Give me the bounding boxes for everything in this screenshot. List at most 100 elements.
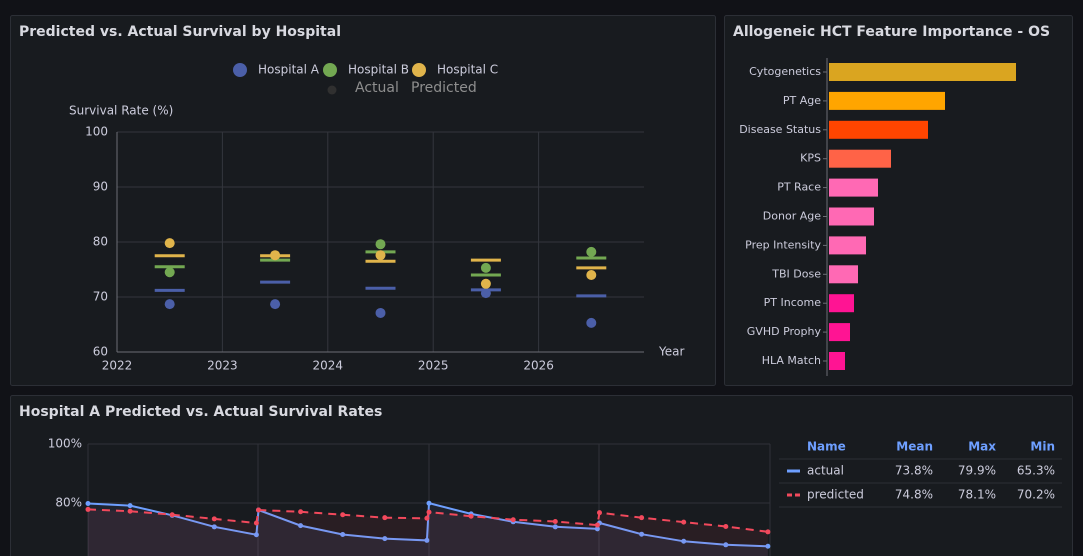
point [639, 515, 645, 521]
bar [829, 63, 1016, 81]
panel-title: Allogeneic HCT Feature Importance - OS [733, 24, 1050, 40]
point [765, 543, 771, 549]
bar [829, 323, 850, 342]
table-cell: 73.8% [895, 464, 933, 478]
series-line [87, 508, 769, 533]
point [723, 524, 729, 530]
actual-point [164, 238, 175, 249]
point [253, 532, 259, 538]
y-tick-label: 100 [85, 125, 108, 139]
point [211, 516, 217, 522]
y-axis-label: Survival Rate (%) [69, 104, 173, 118]
x-tick-label: 2022 [102, 359, 133, 373]
bar [829, 120, 928, 139]
point [426, 509, 432, 515]
point [127, 508, 133, 514]
point [639, 531, 645, 537]
y-tick-label: PT Age [783, 94, 821, 107]
point [382, 515, 388, 521]
table-header: Max [968, 440, 996, 454]
point [340, 531, 346, 537]
point [594, 526, 600, 532]
actual-point [480, 288, 491, 299]
point [552, 519, 558, 525]
x-grid [87, 444, 771, 556]
point [85, 501, 91, 507]
bar [829, 149, 891, 168]
y-tick-label: HLA Match [762, 354, 821, 367]
point [424, 515, 430, 521]
table-cell: 79.9% [958, 464, 996, 478]
y-tick-label: 60 [93, 345, 108, 359]
point [382, 536, 388, 542]
actual-point [270, 299, 281, 310]
y-tick-label: 100% [48, 437, 82, 451]
point [552, 524, 558, 530]
panel [724, 15, 1073, 386]
actual-point [586, 246, 597, 257]
panel-title: Hospital A Predicted vs. Actual Survival… [19, 404, 382, 420]
actual-point [270, 250, 281, 261]
point [253, 520, 259, 526]
actual-point [164, 299, 175, 310]
point [426, 500, 432, 506]
y-tick-label: KPS [800, 152, 821, 165]
legend-label: Hospital B [348, 63, 409, 77]
actual-point [164, 267, 175, 278]
legend-marker [233, 63, 247, 77]
y-tick-label: PT Race [777, 181, 821, 194]
table-cell: 74.8% [895, 488, 933, 502]
table-cell: 78.1% [958, 488, 996, 502]
actual-point [375, 239, 386, 250]
x-tick-label: 2025 [418, 359, 449, 373]
point [256, 507, 261, 513]
legend-label: Actual [355, 80, 399, 96]
y-tick-label: Donor Age [763, 210, 821, 223]
bar [829, 294, 854, 313]
bar [829, 178, 878, 197]
point [681, 538, 687, 544]
x-axis-label: Year [658, 345, 684, 359]
point [298, 509, 304, 515]
actual-point [480, 262, 491, 273]
x-tick-label: 2026 [523, 359, 554, 373]
point [424, 537, 430, 543]
y-tick-label: TBI Dose [771, 267, 821, 280]
legend-marker [323, 63, 337, 77]
point [211, 524, 217, 530]
legend-marker [412, 63, 426, 77]
table-cell: 65.3% [1017, 464, 1055, 478]
y-tick-label: 70 [93, 290, 108, 304]
legend-label: predicted [807, 488, 864, 502]
y-tick-label: 80% [55, 495, 82, 509]
table-header: Name [807, 440, 846, 454]
point [298, 523, 304, 529]
legend-label: Predicted [411, 80, 477, 96]
x-tick-label: 2023 [207, 359, 238, 373]
actual-point [586, 270, 597, 280]
point [169, 512, 175, 518]
table-header: Mean [896, 440, 933, 454]
legend-marker [327, 85, 337, 95]
x-tick-label: 2024 [313, 359, 344, 373]
panel [10, 15, 716, 386]
table-header: Min [1030, 440, 1055, 454]
actual-point [586, 317, 597, 328]
series-line [87, 501, 768, 548]
bar [829, 236, 866, 255]
y-tick-label: 90 [93, 180, 108, 194]
actual-point [375, 250, 386, 261]
actual-point [375, 307, 386, 318]
bar [829, 207, 874, 226]
y-tick-label: PT Income [764, 296, 822, 309]
y-tick-label: GVHD Prophy [747, 325, 822, 338]
point [468, 513, 474, 519]
point [681, 519, 687, 525]
bar [829, 352, 845, 370]
point [127, 503, 133, 509]
bar [829, 91, 945, 110]
point [85, 506, 91, 512]
bar [829, 265, 858, 284]
